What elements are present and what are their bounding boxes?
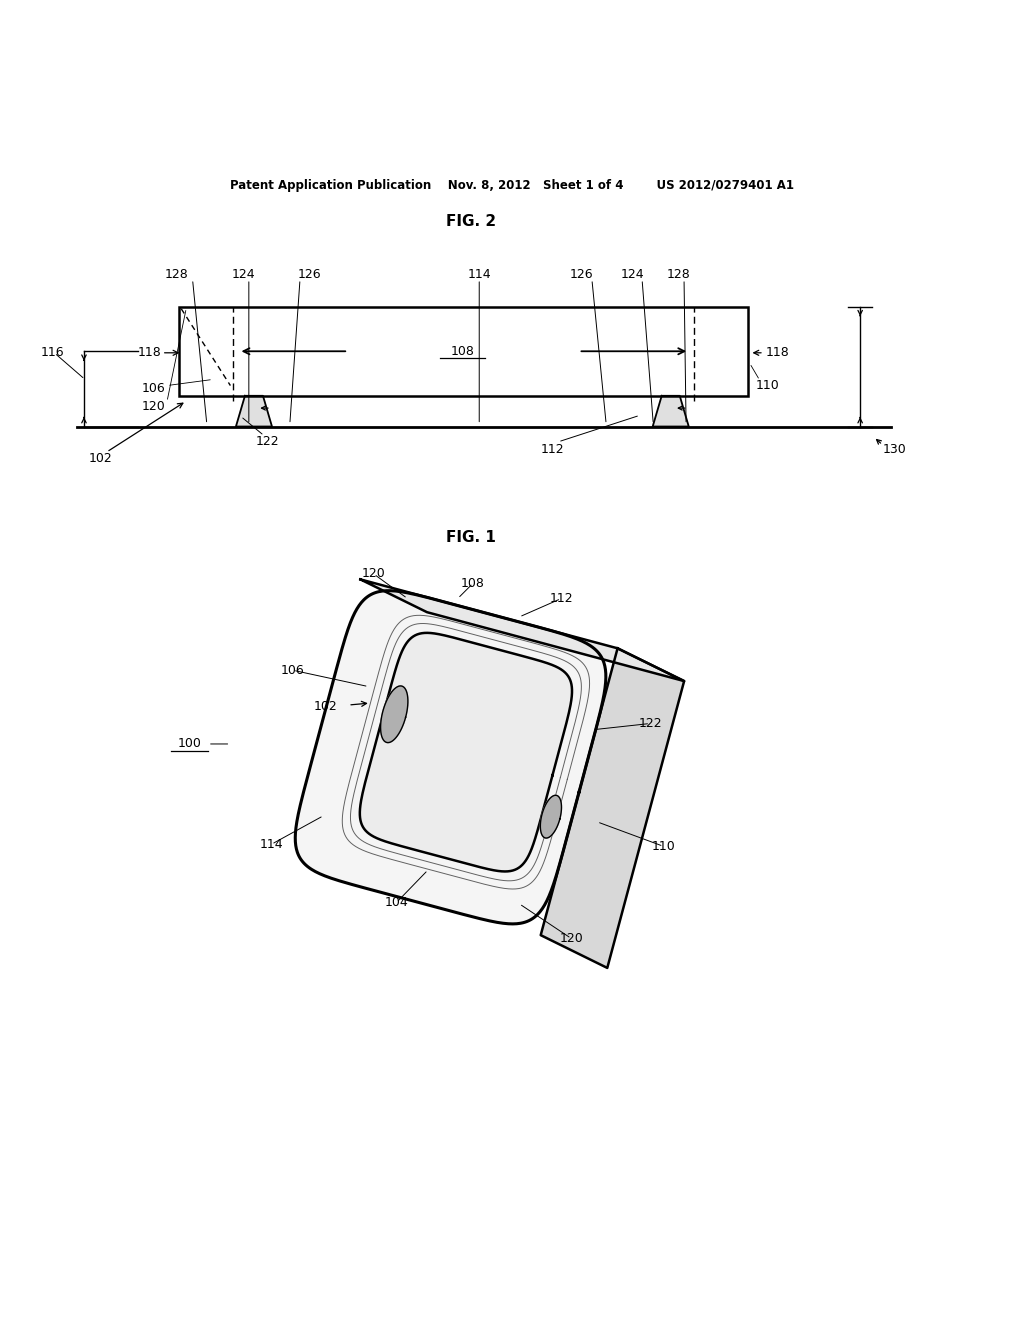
Text: 124: 124: [231, 268, 256, 281]
Text: 102: 102: [89, 451, 113, 465]
Polygon shape: [541, 648, 684, 968]
Text: 118: 118: [138, 346, 162, 359]
Text: 120: 120: [142, 400, 166, 413]
Polygon shape: [360, 579, 684, 681]
Text: 108: 108: [451, 346, 475, 358]
Text: 122: 122: [256, 436, 280, 449]
Text: 112: 112: [549, 593, 573, 605]
Text: FIG. 1: FIG. 1: [446, 529, 496, 545]
Text: 110: 110: [651, 840, 676, 853]
Text: Patent Application Publication    Nov. 8, 2012   Sheet 1 of 4        US 2012/027: Patent Application Publication Nov. 8, 2…: [230, 180, 794, 193]
Text: 128: 128: [667, 268, 691, 281]
Polygon shape: [359, 632, 572, 871]
Text: 106: 106: [281, 664, 305, 677]
Text: 100: 100: [177, 738, 202, 751]
Text: 110: 110: [756, 379, 779, 392]
Polygon shape: [652, 396, 689, 426]
Text: 120: 120: [559, 932, 584, 945]
Text: 102: 102: [313, 700, 338, 713]
Text: 124: 124: [621, 268, 645, 281]
Text: 114: 114: [259, 838, 284, 851]
Polygon shape: [295, 590, 606, 924]
Text: 112: 112: [541, 442, 564, 455]
Text: FIG. 2: FIG. 2: [446, 214, 496, 230]
Text: 126: 126: [569, 268, 594, 281]
Polygon shape: [236, 396, 272, 426]
Bar: [179, 306, 748, 396]
Text: 116: 116: [41, 346, 65, 359]
Text: 130: 130: [883, 442, 906, 455]
Text: 104: 104: [384, 896, 409, 909]
Text: 120: 120: [361, 568, 386, 581]
Text: 114: 114: [467, 268, 492, 281]
Text: 128: 128: [164, 268, 188, 281]
Text: 122: 122: [638, 717, 663, 730]
Text: 118: 118: [766, 346, 790, 359]
Polygon shape: [541, 795, 561, 838]
Text: 126: 126: [297, 268, 322, 281]
Polygon shape: [381, 686, 408, 743]
Text: 106: 106: [142, 383, 166, 395]
Text: 108: 108: [461, 577, 485, 590]
